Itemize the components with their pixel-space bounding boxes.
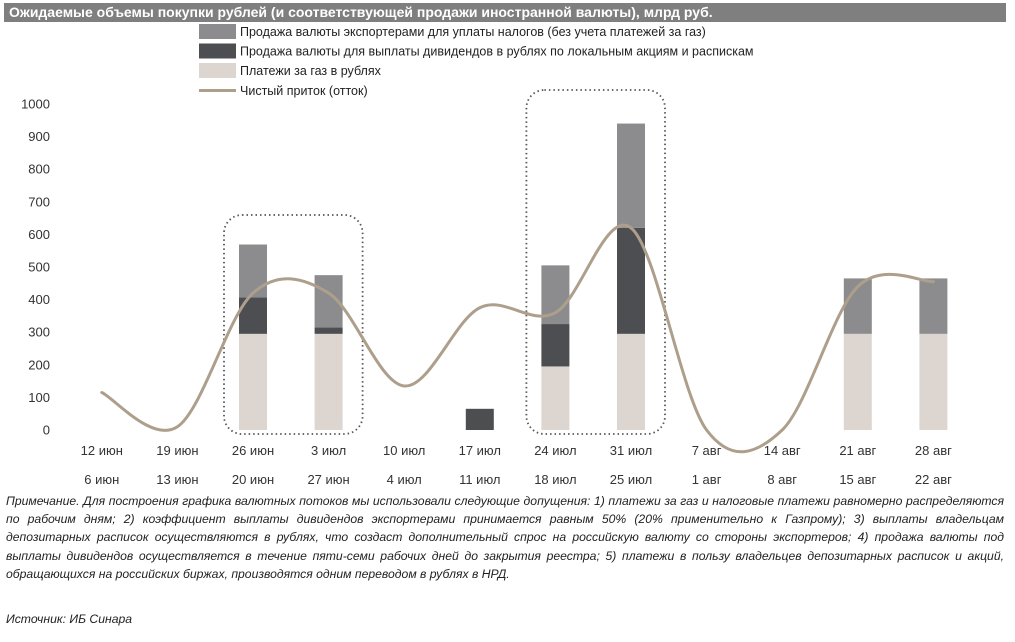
x-tick-label: 3 июл (311, 443, 346, 458)
chart: Продажа валюты экспортерами для уплаты н… (21, 24, 952, 487)
y-tick-label: 200 (28, 357, 50, 372)
legend-label-dividends: Продажа валюты для выплаты дивидендов в … (240, 45, 754, 59)
legend-label-gas: Платежи за газ в рублях (240, 64, 382, 78)
x-tick-label: 24 июл (534, 443, 576, 458)
x-tick-label-secondary: 20 июн (232, 472, 274, 487)
x-tick-label: 26 июн (232, 443, 274, 458)
legend: Продажа валюты экспортерами для уплаты н… (199, 24, 754, 98)
chart-title: Ожидаемые объемы покупки рублей (и соотв… (4, 3, 1006, 22)
highlight-box (223, 214, 364, 435)
footnote: Примечание. Для построения графика валют… (6, 494, 1004, 581)
y-tick-label: 100 (28, 390, 50, 405)
x-tick-label-secondary: 4 июл (387, 472, 422, 487)
bar-dividends (617, 227, 645, 334)
x-tick-label-secondary: 27 июн (307, 472, 349, 487)
x-tick-label: 31 июл (610, 443, 652, 458)
y-tick-label: 0 (43, 423, 50, 438)
y-tick-label: 500 (28, 260, 50, 275)
x-tick-label-secondary: 1 авг (692, 472, 722, 487)
x-tick-label-secondary: 25 июл (610, 472, 652, 487)
x-tick-label-secondary: 13 июн (156, 472, 198, 487)
legend-swatch-exporters_tax (199, 24, 236, 39)
y-tick-label: 300 (28, 325, 50, 340)
highlight-boxes (223, 89, 666, 435)
x-tick-label: 12 июн (81, 443, 123, 458)
bars (239, 123, 948, 430)
x-tick-label-secondary: 22 авг (915, 472, 952, 487)
x-tick-label: 17 июл (459, 443, 501, 458)
y-tick-label: 1000 (21, 97, 50, 112)
y-tick-label: 400 (28, 292, 50, 307)
bar-gas (541, 366, 570, 430)
x-tick-label: 28 авг (915, 443, 952, 458)
bar-dividends (465, 408, 494, 430)
x-tick-label-secondary: 8 авг (767, 472, 797, 487)
net-flow-line-group (100, 223, 935, 454)
x-tick-label-secondary: 15 авг (839, 472, 876, 487)
y-tick-label: 600 (28, 227, 50, 242)
bar-gas (843, 333, 872, 430)
bar-exporters_tax (919, 278, 948, 334)
net-flow-line (100, 223, 935, 454)
bar-gas (617, 333, 645, 430)
x-tick-label-secondary: 18 июл (534, 472, 576, 487)
legend-swatch-gas (199, 63, 236, 78)
x-tick-label: 19 июн (156, 443, 198, 458)
y-tick-label: 800 (28, 162, 50, 177)
bar-gas (239, 333, 267, 430)
y-axis: 0 100 200 300 400 500 600 700 800 900 1000 (21, 97, 50, 438)
x-tick-label: 7 авг (692, 443, 722, 458)
bar-gas (919, 333, 948, 430)
bar-dividends (314, 327, 343, 334)
source-line: Источник: ИБ Синара (6, 612, 133, 626)
bar-exporters_tax (617, 123, 645, 228)
x-tick-label: 10 июл (383, 443, 425, 458)
bar-exporters_tax (239, 244, 267, 298)
x-tick-label-secondary: 6 июн (84, 472, 119, 487)
legend-label-exporters_tax: Продажа валюты экспортерами для уплаты н… (240, 25, 706, 39)
legend-swatch-dividends (199, 43, 236, 59)
y-tick-label: 900 (28, 129, 50, 144)
x-axis: 12 июн 6 июн 19 июн 13 июн 26 июн 20 июн 3 июл… (81, 443, 952, 487)
y-tick-label: 700 (28, 194, 50, 209)
highlight-box (525, 89, 666, 435)
x-tick-label: 21 авг (839, 443, 876, 458)
bar-gas (314, 333, 343, 430)
x-tick-label-secondary: 11 июл (459, 472, 500, 487)
legend-label-net-flow: Чистый приток (отток) (240, 84, 368, 98)
x-tick-label: 14 авг (764, 443, 801, 458)
bar-dividends (541, 324, 570, 367)
